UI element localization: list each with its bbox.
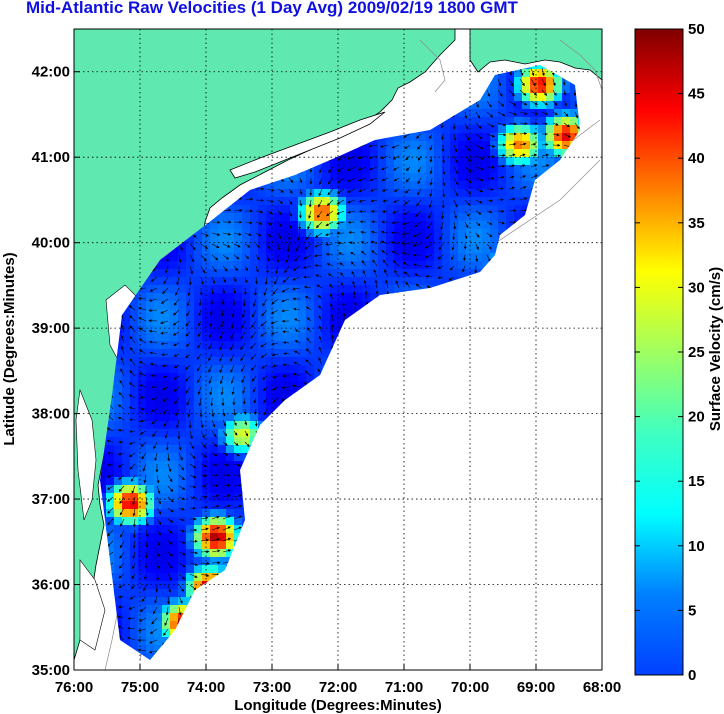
colorbar-tick-label: 0 xyxy=(688,667,696,684)
colorbar-tick-label: 20 xyxy=(688,409,705,426)
grid-lines xyxy=(74,29,602,670)
chesapeake-bay xyxy=(75,388,97,521)
x-tick-label: 68:00 xyxy=(583,679,621,696)
long-island xyxy=(229,111,386,179)
y-axis-ticks: 35:00 36:00 37:00 38:00 39:00 40:00 41:00 42:00 xyxy=(32,64,80,679)
y-tick-label: 40:00 xyxy=(32,235,70,252)
y-tick-label: 36:00 xyxy=(32,577,70,594)
colorbar-tick-label: 50 xyxy=(688,21,705,38)
x-tick-label: 71:00 xyxy=(385,679,423,696)
y-axis-label: Latitude (Degrees:Minutes) xyxy=(1,252,18,445)
chart-title-text: Mid-Atlantic Raw Velocities (1 Day Avg) … xyxy=(26,0,518,17)
colorbar-tick-label: 30 xyxy=(688,279,705,296)
colorbar-tick-label: 15 xyxy=(688,473,705,490)
x-tick-label: 72:00 xyxy=(319,679,357,696)
pamlico-sound xyxy=(79,559,106,651)
colorbar-tick-label: 5 xyxy=(688,602,696,619)
colorbar-tick-label: 35 xyxy=(688,215,705,232)
new-england-land xyxy=(469,29,602,81)
colorbar xyxy=(634,28,684,676)
x-tick-label: 74:00 xyxy=(187,679,225,696)
y-tick-label: 37:00 xyxy=(32,491,70,508)
x-tick-label: 76:00 xyxy=(55,679,93,696)
chart-title: Mid-Atlantic Raw Velocities (1 Day Avg) … xyxy=(0,0,724,26)
plot-area xyxy=(74,29,602,670)
colorbar-ticks: 0 5 10 15 20 25 30 35 40 45 50 xyxy=(635,21,705,684)
colorbar-tick-label: 10 xyxy=(688,538,705,555)
y-tick-label: 42:00 xyxy=(32,64,70,81)
x-axis-ticks: 76:00 75:00 74:00 73:00 72:00 71:00 70:00 69:00… xyxy=(55,664,621,696)
colorbar-label: Surface Velocity (cm/s) xyxy=(707,267,724,431)
x-axis-label: Longitude (Degrees:Minutes) xyxy=(234,697,442,714)
x-tick-label: 69:00 xyxy=(517,679,555,696)
colorbar-tick-label: 40 xyxy=(688,150,705,167)
x-tick-label: 70:00 xyxy=(451,679,489,696)
colorbar-tick-label: 25 xyxy=(688,344,705,361)
x-tick-label: 73:00 xyxy=(253,679,291,696)
y-tick-label: 38:00 xyxy=(32,406,70,423)
y-tick-label: 35:00 xyxy=(32,662,70,679)
colorbar-tick-label: 45 xyxy=(688,86,705,103)
y-tick-label: 41:00 xyxy=(32,149,70,166)
x-tick-label: 75:00 xyxy=(121,679,159,696)
y-tick-label: 39:00 xyxy=(32,320,70,337)
